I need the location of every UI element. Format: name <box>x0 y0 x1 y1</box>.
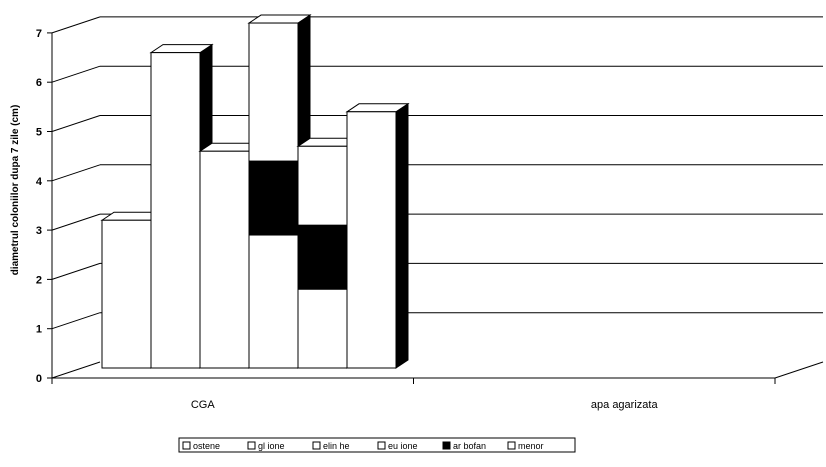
legend-swatch <box>507 441 516 450</box>
side-wall-line <box>51 361 101 379</box>
legend-swatch <box>182 441 191 450</box>
bar <box>150 52 201 369</box>
side-wall-line <box>51 262 101 280</box>
bars <box>100 14 410 369</box>
legend-box <box>178 437 576 453</box>
side-wall-line <box>51 65 101 83</box>
legend-swatch <box>247 441 256 450</box>
side-wall-line <box>51 16 101 34</box>
side-wall-line <box>51 115 101 132</box>
floor-right-edge <box>774 361 824 379</box>
legend-label: elin he <box>323 441 350 451</box>
legend: ostene gl ione elin he eu ione ar bofan menor <box>178 437 576 453</box>
category-label: apa agarizata <box>591 399 659 411</box>
category-label: CGA <box>191 399 216 411</box>
bar-segment <box>297 224 348 290</box>
bar <box>101 219 152 369</box>
y-tick-label: 2 <box>36 274 42 286</box>
y-axis-title: diametrul coloniilor dupa 7 zile (cm) <box>10 105 21 276</box>
y-tick-label: 7 <box>36 28 42 40</box>
y-tick-label: 6 <box>36 77 42 89</box>
side-wall-line <box>51 164 101 182</box>
y-tick-label: 3 <box>36 225 42 237</box>
legend-label: menor <box>518 441 544 451</box>
axes <box>47 32 824 384</box>
legend-swatch <box>442 441 451 450</box>
bar <box>199 150 250 369</box>
legend-label: eu ione <box>388 441 418 451</box>
bar-segment <box>248 160 299 236</box>
y-tick-label: 4 <box>36 176 43 188</box>
side-wall-line <box>51 312 101 330</box>
legend-swatch <box>377 441 386 450</box>
side-wall-line <box>51 213 101 231</box>
legend-label: ar bofan <box>453 441 486 451</box>
y-tick-label: 5 <box>36 127 42 139</box>
bar-side <box>395 102 409 369</box>
legend-label: ostene <box>193 441 220 451</box>
legend-swatch <box>312 441 321 450</box>
legend-label: gl ione <box>258 441 285 451</box>
labels: diametrul coloniilor dupa 7 zile (cm) 0 1… <box>10 28 658 411</box>
bar <box>346 111 397 369</box>
y-tick-label: 0 <box>36 373 42 385</box>
y-tick-label: 1 <box>36 324 42 336</box>
